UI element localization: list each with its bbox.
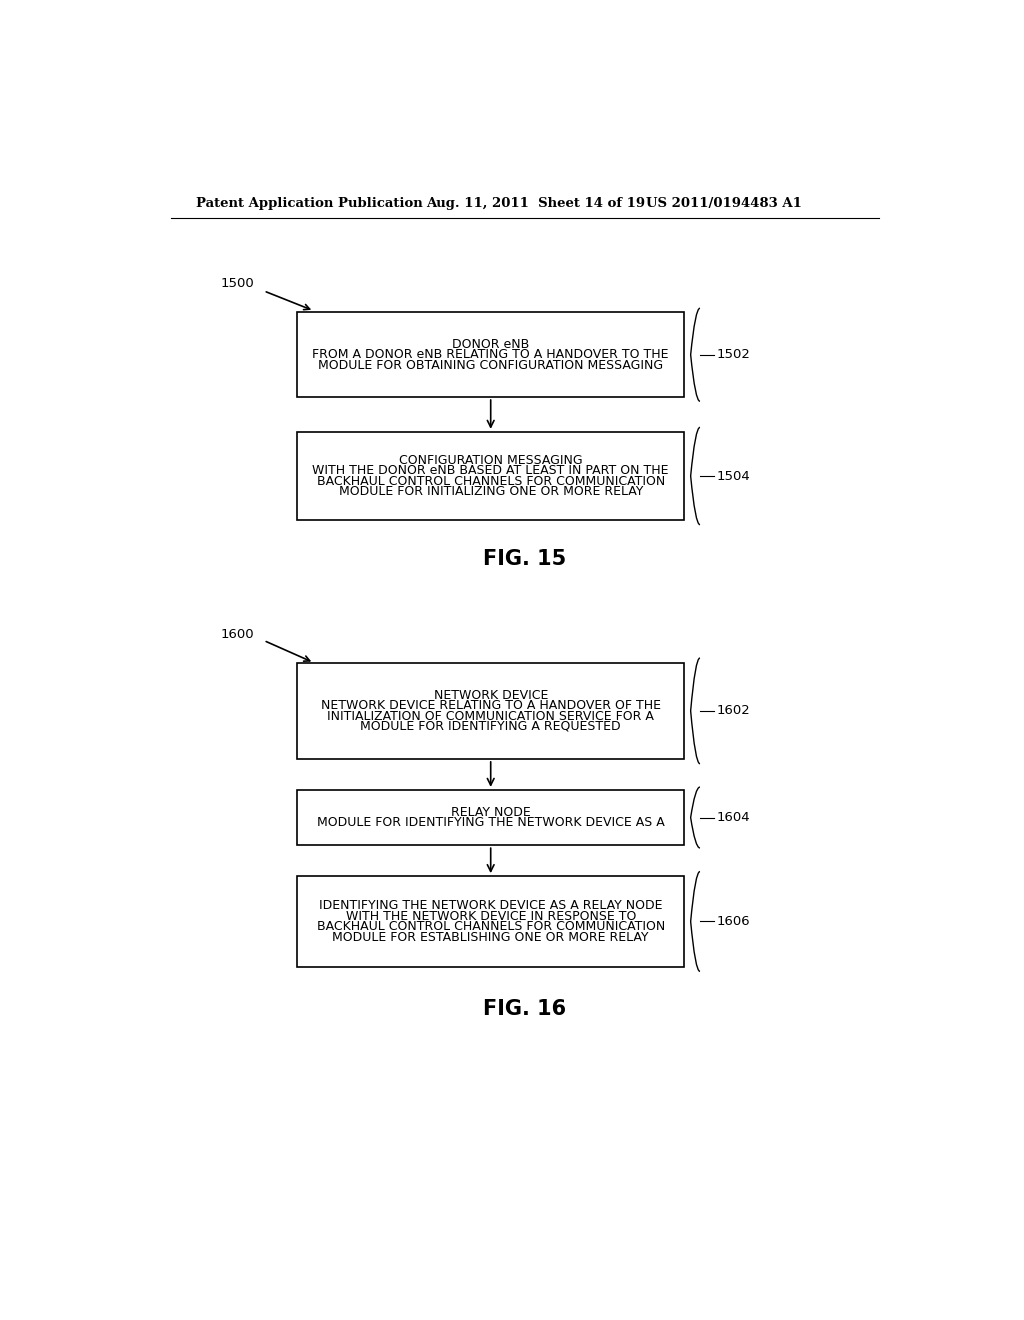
Text: 1504: 1504 [716, 470, 750, 483]
Text: MODULE FOR IDENTIFYING THE NETWORK DEVICE AS A: MODULE FOR IDENTIFYING THE NETWORK DEVIC… [316, 816, 665, 829]
Text: Aug. 11, 2011  Sheet 14 of 19: Aug. 11, 2011 Sheet 14 of 19 [426, 197, 645, 210]
Text: 1500: 1500 [221, 277, 255, 290]
Text: FIG. 15: FIG. 15 [483, 549, 566, 569]
Text: 1600: 1600 [221, 628, 255, 640]
Text: NETWORK DEVICE: NETWORK DEVICE [433, 689, 548, 702]
Text: MODULE FOR OBTAINING CONFIGURATION MESSAGING: MODULE FOR OBTAINING CONFIGURATION MESSA… [318, 359, 664, 372]
Text: BACKHAUL CONTROL CHANNELS FOR COMMUNICATION: BACKHAUL CONTROL CHANNELS FOR COMMUNICAT… [316, 920, 665, 933]
Text: RELAY NODE: RELAY NODE [451, 805, 530, 818]
Text: BACKHAUL CONTROL CHANNELS FOR COMMUNICATION: BACKHAUL CONTROL CHANNELS FOR COMMUNICAT… [316, 475, 665, 487]
Text: US 2011/0194483 A1: US 2011/0194483 A1 [646, 197, 802, 210]
Text: FIG. 16: FIG. 16 [483, 999, 566, 1019]
Text: WITH THE NETWORK DEVICE IN RESPONSE TO: WITH THE NETWORK DEVICE IN RESPONSE TO [345, 909, 636, 923]
Text: 1606: 1606 [716, 915, 750, 928]
Text: INITIALIZATION OF COMMUNICATION SERVICE FOR A: INITIALIZATION OF COMMUNICATION SERVICE … [328, 710, 654, 722]
Text: Patent Application Publication: Patent Application Publication [197, 197, 423, 210]
Text: 1604: 1604 [716, 810, 750, 824]
Text: MODULE FOR INITIALIZING ONE OR MORE RELAY: MODULE FOR INITIALIZING ONE OR MORE RELA… [339, 486, 643, 498]
Text: 1502: 1502 [716, 348, 751, 362]
Text: FROM A DONOR eNB RELATING TO A HANDOVER TO THE: FROM A DONOR eNB RELATING TO A HANDOVER … [312, 348, 669, 362]
Bar [297, 313, 684, 397]
Text: MODULE FOR ESTABLISHING ONE OR MORE RELAY: MODULE FOR ESTABLISHING ONE OR MORE RELA… [333, 931, 649, 944]
Text: MODULE FOR IDENTIFYING A REQUESTED: MODULE FOR IDENTIFYING A REQUESTED [360, 719, 621, 733]
Text: NETWORK DEVICE RELATING TO A HANDOVER OF THE: NETWORK DEVICE RELATING TO A HANDOVER OF… [321, 700, 660, 713]
Text: IDENTIFYING THE NETWORK DEVICE AS A RELAY NODE: IDENTIFYING THE NETWORK DEVICE AS A RELA… [318, 899, 663, 912]
Bar [297, 876, 684, 966]
Text: 1602: 1602 [716, 705, 750, 717]
Bar [297, 432, 684, 520]
Text: DONOR eNB: DONOR eNB [452, 338, 529, 351]
Text: WITH THE DONOR eNB BASED AT LEAST IN PART ON THE: WITH THE DONOR eNB BASED AT LEAST IN PAR… [312, 465, 669, 478]
Bar [297, 789, 684, 845]
Bar [297, 663, 684, 759]
Text: CONFIGURATION MESSAGING: CONFIGURATION MESSAGING [399, 454, 583, 467]
